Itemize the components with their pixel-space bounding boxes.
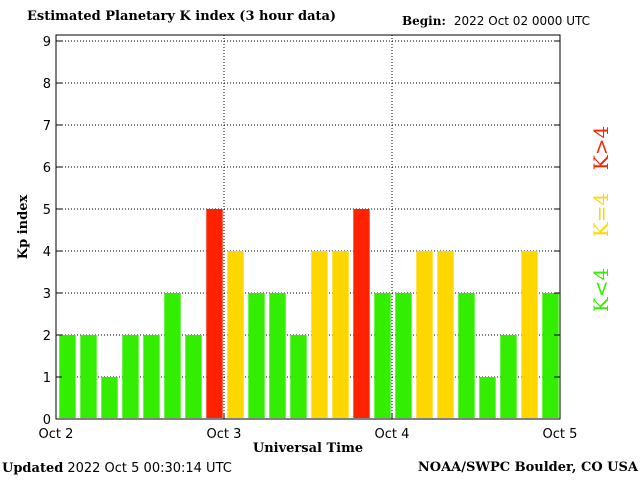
x-tick-label: Oct 2	[39, 427, 74, 442]
kp-bar	[395, 293, 412, 418]
updated-label: Updated	[2, 461, 64, 476]
y-tick-label: 2	[43, 329, 51, 344]
y-tick-label: 3	[43, 287, 51, 302]
y-tick-label: 5	[43, 203, 51, 218]
y-tick-label: 0	[43, 413, 51, 428]
y-tick-label: 7	[43, 119, 51, 134]
x-axis-ticks: Oct 2 Oct 3 Oct 4 Oct 5	[39, 413, 578, 442]
y-tick-label: 4	[43, 245, 51, 260]
kp-bar	[437, 251, 454, 418]
x-axis-title: Universal Time	[253, 441, 363, 456]
kp-bar	[101, 377, 118, 418]
legend-item: K=4	[589, 193, 613, 237]
kp-bar	[542, 293, 559, 418]
begin-value: 2022 Oct 02 0000 UTC	[453, 14, 591, 28]
kp-bar	[500, 335, 517, 418]
legend-item: K>4	[589, 126, 613, 170]
y-axis-ticks: 0 1 2 3 4 5 6 7 8 9	[43, 35, 560, 428]
updated-timestamp: Updated 2022 Oct 5 00:30:14 UTC	[2, 460, 232, 476]
x-tick-label: Oct 5	[543, 427, 578, 442]
kp-bar	[416, 251, 433, 418]
kp-bar	[122, 335, 139, 418]
x-tick-label: Oct 3	[207, 427, 242, 442]
kp-bar	[458, 293, 475, 418]
legend-item: K<4	[589, 268, 613, 312]
kp-bar	[248, 293, 265, 418]
kp-bar	[290, 335, 307, 418]
kp-bar	[206, 209, 223, 418]
credit-text: NOAA/SWPC Boulder, CO USA	[417, 460, 638, 475]
kp-bar	[164, 293, 181, 418]
kp-bar	[332, 251, 349, 418]
legend: K<4 K=4 K>4	[589, 126, 613, 312]
kp-bar	[269, 293, 286, 418]
bars	[59, 209, 559, 418]
kp-bar	[311, 251, 328, 418]
kp-bar	[185, 335, 202, 418]
begin-timestamp: Begin: 2022 Oct 02 0000 UTC	[402, 14, 590, 29]
y-tick-label: 8	[43, 77, 51, 92]
y-axis-title: Kp index	[16, 195, 31, 260]
y-tick-label: 9	[43, 35, 51, 50]
y-tick-label: 6	[43, 161, 51, 176]
x-tick-label: Oct 4	[375, 427, 410, 442]
y-tick-label: 1	[43, 371, 51, 386]
grid	[56, 35, 560, 419]
kp-bar	[479, 377, 496, 418]
updated-value: 2022 Oct 5 00:30:14 UTC	[67, 461, 232, 476]
kp-bar	[59, 335, 76, 418]
kp-bar	[227, 251, 244, 418]
kp-bar	[521, 251, 538, 418]
begin-label: Begin:	[402, 14, 446, 28]
chart-title: Estimated Planetary K index (3 hour data…	[27, 9, 337, 24]
kp-bar	[80, 335, 97, 418]
kp-bar	[374, 293, 391, 418]
kp-bar	[143, 335, 160, 418]
plot-frame	[55, 34, 561, 420]
kp-bar	[353, 209, 370, 418]
